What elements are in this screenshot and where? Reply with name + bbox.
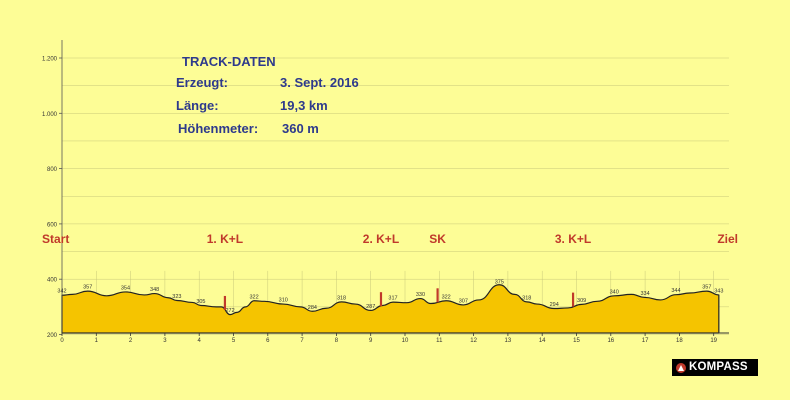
x-tick-label: 16 [607,338,614,344]
x-tick-label: 1 [95,338,99,344]
waypoint-label: 2. K+L [363,232,399,246]
elevation-point-label: 322 [442,294,451,300]
x-tick-label: 14 [539,338,546,344]
y-tick-label: 400 [47,278,58,284]
elevation-point-label: 318 [522,295,531,301]
x-tick-label: 5 [232,338,236,344]
elevation-point-label: 342 [57,289,66,295]
track-info-row-elevation: Höhenmeter: 360 m [178,121,359,144]
elevation-point-label: 357 [702,285,711,291]
elevation-point-label: 322 [249,294,258,300]
elevation-point-label: 287 [366,304,375,310]
elevation-point-label: 334 [641,291,650,297]
elevation-point-label: 317 [388,296,397,302]
x-tick-label: 4 [198,338,202,344]
x-tick-label: 0 [60,338,64,344]
x-tick-label: 15 [573,338,580,344]
track-info-panel: TRACK-DATEN Erzeugt: 3. Sept. 2016 Länge:… [176,54,359,144]
logo-text: KOMPASS [689,361,748,373]
track-info-value: 3. Sept. 2016 [280,75,359,90]
elevation-area [61,284,720,334]
elevation-point-label: 340 [610,289,619,295]
kompass-logo: KOMPASS [672,359,758,376]
waypoint-label: SK [429,232,446,246]
elevation-point-label: 309 [577,298,586,304]
track-info-row-length: Länge: 19,3 km [176,98,359,121]
x-tick-label: 12 [470,338,477,344]
waypoint-label: Ziel [717,232,738,246]
x-tick-label: 9 [369,338,373,344]
track-info-value: 19,3 km [280,98,328,113]
y-tick-label: 200 [47,333,58,339]
x-tick-label: 13 [505,338,512,344]
elevation-point-label: 375 [495,280,504,286]
elevation-point-label: 323 [172,294,181,300]
x-tick-label: 10 [402,338,409,344]
x-tick-label: 17 [642,338,649,344]
y-tick-label: 1.200 [42,57,58,63]
x-tick-label: 6 [266,338,270,344]
elevation-point-label: 294 [550,302,559,308]
elevation-point-label: 318 [337,295,346,301]
elevation-point-label: 272 [225,308,234,314]
x-tick-label: 7 [300,338,304,344]
x-tick-label: 11 [436,338,443,344]
elevation-point-label: 310 [279,298,288,304]
x-tick-label: 18 [676,338,683,344]
y-tick-label: 800 [47,167,58,173]
point-labels: 342 357 354 348 323 305 272 322 310 284 318 287 317 3… [57,280,723,314]
elevation-area-path [61,284,720,334]
track-info-title: TRACK-DATEN [182,54,276,69]
elevation-point-label: 330 [416,292,425,298]
track-info-label: Erzeugt: [176,75,228,90]
track-info-value: 360 m [282,121,319,136]
waypoint-label: 3. K+L [555,232,591,246]
y-tick-label: 1.000 [42,112,58,118]
x-tick-label: 3 [163,338,167,344]
track-info-label: Höhenmeter: [178,121,259,136]
elevation-point-label: 344 [671,288,680,294]
elevation-point-label: 357 [83,285,92,291]
track-info-label: Länge: [176,98,219,113]
elevation-point-label: 343 [714,288,723,294]
waypoints: Start 1. K+L 2. K+L SK 3. K+L Ziel [42,232,738,310]
y-tick-label: 600 [47,222,58,228]
elevation-point-label: 354 [121,285,130,291]
x-tick-label: 2 [129,338,133,344]
track-info-row-created: Erzeugt: 3. Sept. 2016 [176,75,359,98]
waypoint-label: 1. K+L [207,232,243,246]
x-tick-label: 8 [335,338,339,344]
kompass-logo-icon [676,362,686,373]
elevation-point-label: 284 [308,305,317,311]
elevation-point-label: 307 [459,298,468,304]
grid [61,57,729,335]
elevation-point-label: 348 [150,287,159,293]
elevation-point-label: 305 [196,299,205,305]
x-tick-label: 19 [710,338,717,344]
waypoint-label: Start [42,232,69,246]
